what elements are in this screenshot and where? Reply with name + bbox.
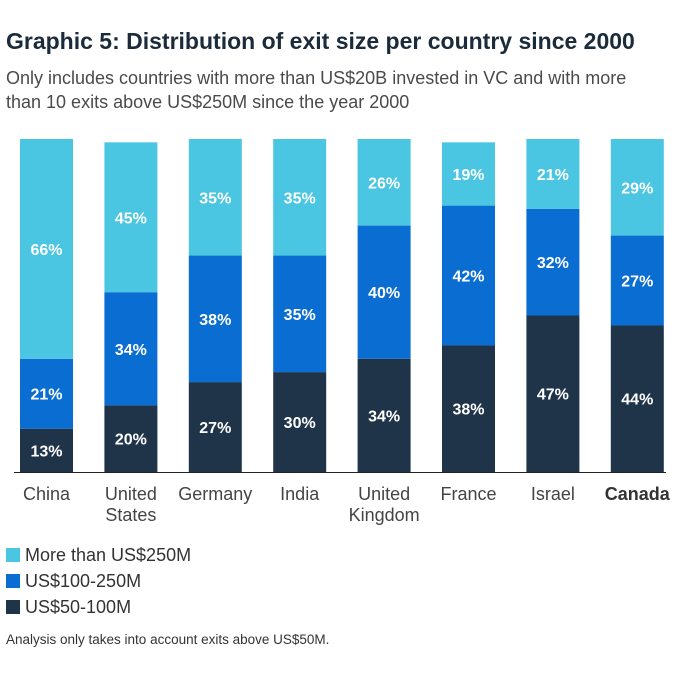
legend-swatch bbox=[6, 548, 20, 562]
legend: More than US$250M US$100-250M US$50-100M bbox=[6, 542, 191, 620]
bar-segment bbox=[188, 139, 242, 256]
data-label: 34% bbox=[115, 342, 147, 359]
bar-segment bbox=[610, 235, 664, 326]
data-label: 21% bbox=[537, 167, 569, 184]
bar-segment bbox=[104, 292, 158, 406]
data-label: 35% bbox=[199, 190, 231, 207]
bar-segment bbox=[526, 208, 580, 316]
data-label: 38% bbox=[199, 312, 231, 329]
stacked-bar-chart: 13% 21% 66% China 20% 34% 45% United States 27% 38… bbox=[14, 139, 671, 525]
bar-segment bbox=[20, 428, 73, 472]
bar-segment bbox=[442, 345, 495, 472]
data-label: 30% bbox=[284, 415, 316, 432]
footnote: Analysis only takes into account exits a… bbox=[6, 632, 330, 647]
bar-segment bbox=[526, 315, 580, 472]
data-label: 42% bbox=[452, 269, 484, 286]
category-label: Germany bbox=[178, 484, 252, 504]
bar-segment bbox=[188, 382, 242, 472]
legend-label: US$100-250M bbox=[25, 570, 142, 591]
bar-segment bbox=[104, 142, 158, 293]
category-label: United Kingdom bbox=[349, 484, 420, 525]
legend-item-100-250m: US$100-250M bbox=[6, 568, 191, 594]
data-label: 47% bbox=[537, 387, 569, 404]
data-label: 20% bbox=[115, 432, 147, 449]
category-label: China bbox=[23, 484, 71, 504]
legend-label: More than US$250M bbox=[25, 544, 192, 565]
bar-segment bbox=[610, 139, 664, 236]
legend-label: US$50-100M bbox=[25, 596, 132, 617]
data-label: 32% bbox=[537, 255, 569, 272]
data-label: 34% bbox=[368, 408, 400, 425]
bar-segment bbox=[442, 205, 495, 346]
bar-segment bbox=[20, 358, 73, 429]
bar-segment bbox=[188, 255, 242, 383]
data-label: 13% bbox=[30, 443, 62, 460]
bar-segment bbox=[357, 225, 411, 359]
data-label: 26% bbox=[368, 175, 400, 192]
bar-segment bbox=[357, 358, 411, 472]
data-label: 21% bbox=[30, 387, 62, 404]
data-label: 40% bbox=[368, 285, 400, 302]
bar-segment bbox=[273, 372, 327, 472]
bar-segment bbox=[273, 139, 327, 256]
bar-segment bbox=[273, 255, 327, 373]
legend-item-50-100m: US$50-100M bbox=[6, 594, 191, 620]
data-label: 45% bbox=[115, 210, 147, 227]
category-label: France bbox=[440, 484, 496, 504]
data-label: 66% bbox=[30, 242, 62, 259]
data-label: 38% bbox=[452, 402, 484, 419]
category-label: Israel bbox=[531, 484, 575, 504]
chart-subtitle: Only includes countries with more than U… bbox=[6, 68, 627, 112]
legend-item-more-than-250m: More than US$250M bbox=[6, 542, 191, 568]
bar-segment bbox=[357, 139, 411, 226]
legend-swatch bbox=[6, 600, 20, 614]
category-label: United States bbox=[105, 484, 157, 525]
data-label: 27% bbox=[621, 274, 653, 291]
bar-segment bbox=[610, 325, 664, 472]
data-label: 19% bbox=[452, 167, 484, 184]
legend-swatch bbox=[6, 574, 20, 588]
data-label: 35% bbox=[284, 307, 316, 324]
data-label: 29% bbox=[621, 180, 653, 197]
data-label: 44% bbox=[621, 392, 653, 409]
bar-segment bbox=[442, 142, 495, 206]
bar-segment bbox=[526, 139, 580, 209]
bar-segment bbox=[104, 405, 158, 472]
bar-segment bbox=[20, 139, 73, 359]
data-label: 27% bbox=[199, 420, 231, 437]
data-label: 35% bbox=[284, 190, 316, 207]
chart-title: Graphic 5: Distribution of exit size per… bbox=[6, 28, 635, 54]
category-label: India bbox=[280, 484, 320, 504]
category-label: Canada bbox=[605, 484, 671, 504]
